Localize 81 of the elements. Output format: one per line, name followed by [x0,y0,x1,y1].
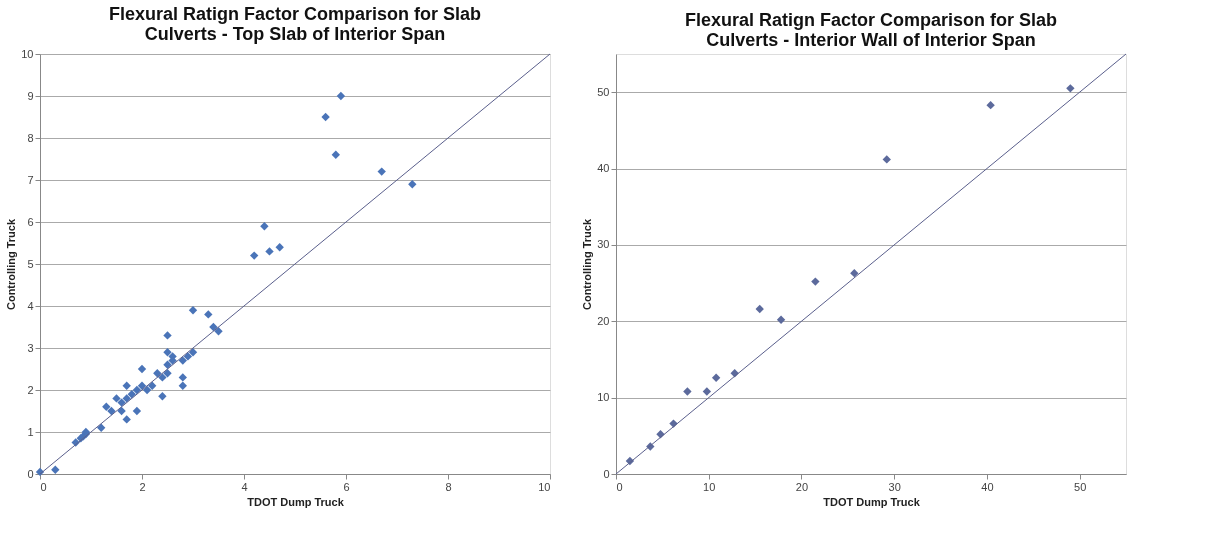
point [117,398,126,407]
x-tick-label: 50 [1074,480,1087,493]
x-tick-label: 6 [343,480,350,493]
x-axis-title: TDOT Dump Truck [823,495,921,508]
point [260,222,269,231]
point [127,390,136,399]
point [148,381,157,390]
point [183,352,193,361]
point [163,348,172,357]
y-tick-label: 40 [597,162,610,175]
point [377,167,386,176]
point [137,381,147,390]
chart-title: Flexural Ratign Factor Comparison for Slab Culverts - Interior Wall of Interior Span [684,9,1058,50]
x-tick-label: 0 [40,480,47,493]
y-tick-label: 3 [27,341,34,354]
point [112,394,121,403]
point [137,364,147,374]
point [132,406,142,416]
point [153,369,162,378]
y-tick-label: 6 [27,215,34,228]
point [178,356,187,365]
x-tick-label: 10 [703,480,716,493]
point [321,112,330,122]
point [250,251,259,260]
y-tick-label: 2 [27,383,34,396]
y-tick-label: 50 [597,85,610,98]
point [275,243,284,252]
point [163,331,172,340]
point [122,381,131,390]
y-tick-label: 10 [597,391,610,404]
y-tick-label: 4 [27,299,34,312]
point [97,423,106,432]
y-tick-label: 5 [27,257,34,270]
chart-title: Flexural Ratign Factor Comparison for Slab Culverts - Top Slab of Interior Span [108,4,482,44]
x-axis-title: TDOT Dump Truck [247,495,345,508]
x-tick-label: 4 [241,480,248,493]
y-tick-label: 7 [27,173,34,186]
point [188,306,198,315]
point [204,310,213,319]
y-tick-label: 1 [27,425,34,438]
y-tick-label: 30 [597,238,610,251]
point [102,402,111,411]
point [711,373,721,382]
y-tick-label: 9 [27,89,34,102]
point [331,150,340,159]
point [336,91,346,101]
y-tick-label: 0 [603,467,610,480]
y-axis-title: Controlling Truck [581,218,594,311]
x-tick-label: 8 [445,480,452,493]
point [158,373,167,382]
point [265,247,274,256]
y-tick-label: 8 [27,131,34,144]
x-tick-label: 10 [538,480,551,493]
point [178,381,187,390]
point [683,387,692,396]
point [811,277,820,286]
x-tick-label: 2 [139,480,146,493]
point [142,385,152,395]
x-tick-label: 20 [795,480,809,493]
point [408,180,417,189]
x-tick-label: 0 [616,480,623,493]
point [132,385,142,395]
point [850,268,859,278]
point [158,392,167,401]
point [122,415,131,424]
y-tick-label: 20 [597,314,610,327]
point [178,373,187,382]
y-axis-title: Controlling Truck [5,218,18,311]
point [755,304,764,314]
y-tick-label: 10 [21,47,34,60]
y-tick-label: 0 [27,467,34,480]
point [188,348,198,357]
point [122,394,131,403]
point [51,465,60,474]
point [776,315,786,324]
point [702,387,712,396]
point [1066,84,1075,93]
x-tick-label: 40 [981,480,994,493]
point [986,100,995,110]
x-tick-label: 30 [888,480,901,493]
point [882,155,891,164]
